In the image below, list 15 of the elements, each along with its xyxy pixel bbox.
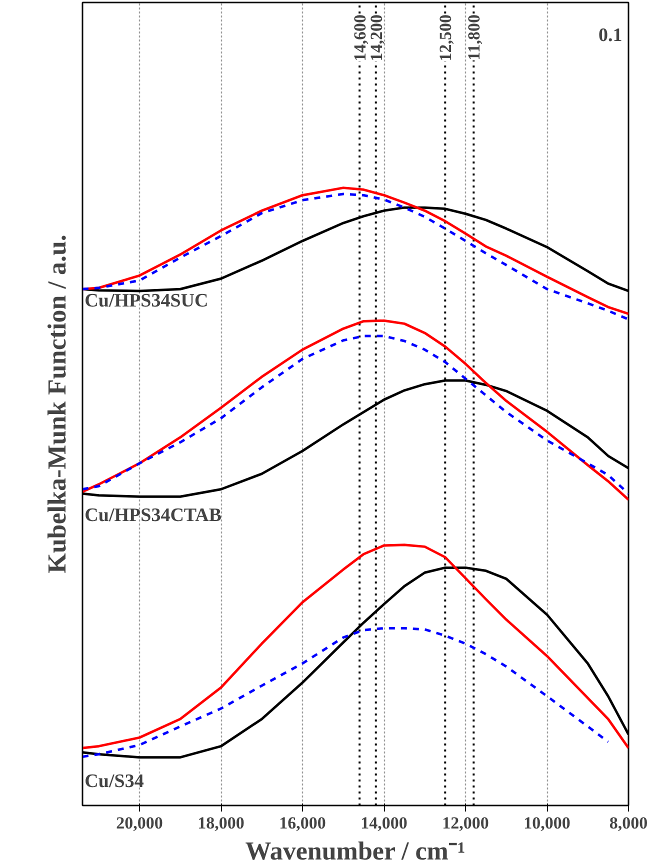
ref-line-label: 11,800 [464,14,484,60]
x-tick-label: 18,000 [198,814,244,832]
x-axis-title: Wavenumber / cm⁻¹ [245,836,466,866]
x-tick-label: 20,000 [116,814,163,832]
annotation: Cu/HPS34CTAB [84,505,222,526]
ref-line-label: 12,500 [436,14,456,62]
text: 0.1 [598,25,622,46]
x-tick-label: 10,000 [524,814,570,832]
annotation: Cu/S34 [84,770,144,792]
annotation: Cu/HPS34SUC [84,290,208,312]
x-tick-label: 16,000 [279,814,326,832]
x-tick-label: 8,000 [609,814,648,832]
x-tick-label: 12,000 [442,814,489,832]
y-axis-title: Kubelka-Munk Function / a.u. [42,234,72,574]
x-tick-label: 14,000 [360,814,408,832]
